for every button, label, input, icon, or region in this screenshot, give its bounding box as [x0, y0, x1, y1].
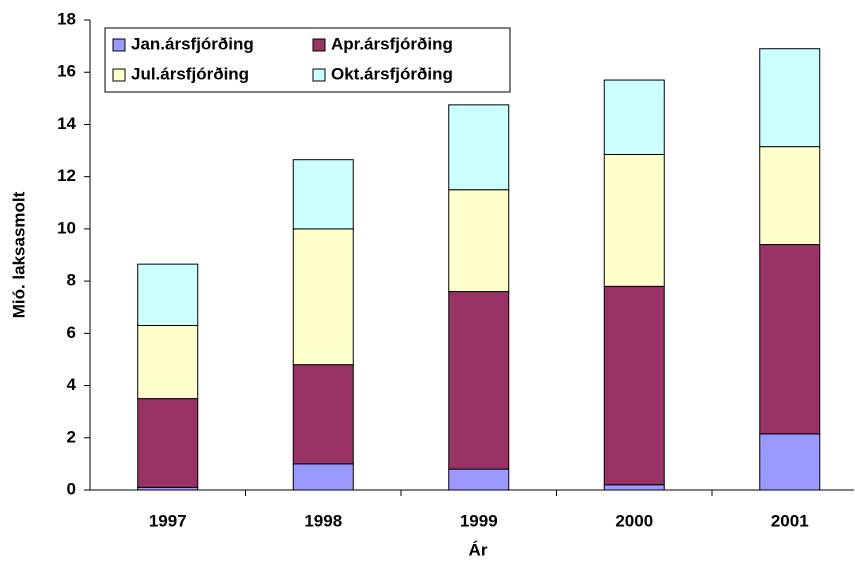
legend-swatch — [112, 68, 126, 82]
x-tick-label: 2000 — [615, 511, 653, 530]
legend-label: Jul.ársfjórðing — [131, 64, 249, 83]
bar-segment — [448, 468, 510, 491]
bar-segment — [292, 463, 354, 491]
x-tick-label: 1997 — [149, 511, 187, 530]
legend-swatch — [312, 68, 326, 82]
y-tick-label: 4 — [67, 375, 77, 394]
x-tick-label: 1998 — [304, 511, 342, 530]
x-tick-label: 2001 — [771, 511, 809, 530]
y-tick-label: 14 — [57, 114, 76, 133]
bar-segment — [759, 244, 821, 435]
bar-segment — [603, 285, 665, 486]
bar-segment — [448, 291, 510, 470]
bar-segment — [603, 79, 665, 155]
legend-label: Apr.ársfjórðing — [331, 34, 453, 53]
y-tick-label: 6 — [67, 323, 76, 342]
bar-segment — [292, 159, 354, 230]
bar-segment — [603, 153, 665, 287]
legend-swatch — [112, 38, 126, 52]
x-axis-title: Ár — [469, 540, 488, 559]
x-tick-label: 1999 — [460, 511, 498, 530]
legend-swatch — [312, 38, 326, 52]
bar-segment — [603, 484, 665, 491]
bar-segment — [759, 48, 821, 148]
bar-segment — [137, 398, 199, 488]
y-tick-label: 12 — [57, 166, 76, 185]
y-tick-label: 16 — [57, 62, 76, 81]
bar-segment — [448, 189, 510, 293]
legend-label: Jan.ársfjórðing — [131, 34, 254, 53]
y-axis-title: Mió. laksasmolt — [9, 191, 28, 318]
y-tick-label: 0 — [67, 479, 76, 498]
bar-segment — [137, 263, 199, 326]
bar-segment — [292, 228, 354, 366]
legend-box — [104, 27, 511, 93]
bar-segment — [137, 325, 199, 400]
y-tick-label: 8 — [67, 271, 76, 290]
y-tick-label: 10 — [57, 218, 76, 237]
bar-segment — [448, 104, 510, 191]
legend-label: Okt.ársfjórðing — [331, 64, 453, 83]
bar-segment — [759, 433, 821, 491]
bar-segment — [292, 364, 354, 465]
y-tick-label: 2 — [67, 427, 76, 446]
y-tick-label: 18 — [57, 9, 76, 28]
bar-segment — [759, 146, 821, 246]
